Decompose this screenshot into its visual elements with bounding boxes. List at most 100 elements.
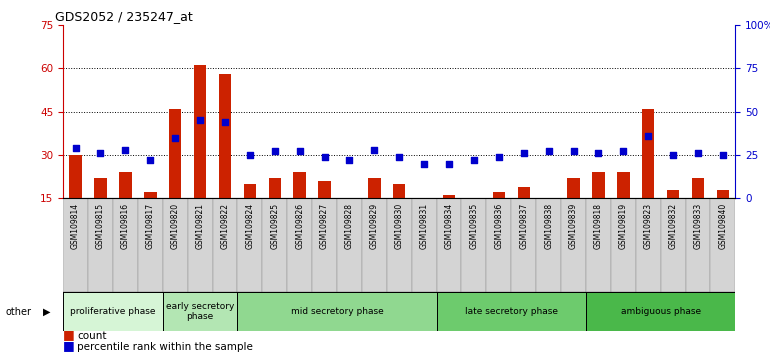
Bar [617,172,630,242]
Bar [237,292,437,331]
Bar [717,190,729,242]
Text: percentile rank within the sample: percentile rank within the sample [77,342,253,352]
Text: GSM109816: GSM109816 [121,203,130,249]
Point [368,147,380,153]
Point [219,119,231,125]
Text: GSM109821: GSM109821 [196,203,205,249]
Text: GSM109826: GSM109826 [295,203,304,249]
Bar [636,198,661,292]
Text: other: other [5,307,32,316]
Text: GSM109830: GSM109830 [395,203,403,249]
Bar [461,198,487,292]
Text: GSM109831: GSM109831 [420,203,429,249]
Bar [269,178,281,242]
Text: GSM109817: GSM109817 [146,203,155,249]
Text: ■: ■ [63,339,75,352]
Bar [287,198,312,292]
Text: ambiguous phase: ambiguous phase [621,307,701,316]
Bar [293,172,306,242]
Bar [443,195,455,242]
Bar [368,178,380,242]
Point [293,149,306,154]
Point [144,157,156,163]
Text: GSM109834: GSM109834 [444,203,454,249]
Text: late secretory phase: late secretory phase [465,307,557,316]
Bar [144,193,156,242]
Bar [511,198,536,292]
Text: GSM109814: GSM109814 [71,203,80,249]
Bar [642,109,654,242]
Point [542,149,554,154]
Bar [63,292,162,331]
Text: GSM109839: GSM109839 [569,203,578,249]
Bar [393,184,406,242]
Point [194,118,206,123]
Bar [542,198,555,242]
Bar [467,201,480,242]
Text: GSM109820: GSM109820 [171,203,179,249]
Bar [517,187,530,242]
Text: ■: ■ [63,327,75,341]
Bar [412,198,437,292]
Text: GSM109836: GSM109836 [494,203,504,249]
Text: GSM109827: GSM109827 [320,203,329,249]
Point [69,145,82,151]
Bar [318,181,331,242]
Bar [312,198,337,292]
Point [692,150,705,156]
Bar [94,178,107,242]
Text: GSM109822: GSM109822 [220,203,229,249]
Bar [661,198,685,292]
Bar [243,184,256,242]
Bar [667,190,679,242]
Bar [418,207,430,242]
Point [592,150,604,156]
Bar [586,292,735,331]
Text: GSM109835: GSM109835 [470,203,478,249]
Text: GSM109824: GSM109824 [246,203,254,249]
Text: GSM109829: GSM109829 [370,203,379,249]
Bar [63,198,88,292]
Text: count: count [77,331,106,341]
Bar [487,198,511,292]
Bar [493,193,505,242]
Point [243,152,256,158]
Bar [188,198,213,292]
Bar [611,198,636,292]
Text: GSM109818: GSM109818 [594,203,603,249]
Point [119,147,132,153]
Bar [169,109,182,242]
Text: GSM109833: GSM109833 [694,203,702,249]
Bar [337,198,362,292]
Text: GSM109819: GSM109819 [619,203,628,249]
Point [169,135,182,140]
Bar [362,198,387,292]
Text: GSM109832: GSM109832 [668,203,678,249]
Text: mid secretory phase: mid secretory phase [290,307,383,316]
Point [393,154,405,159]
Bar [162,198,188,292]
Point [717,152,729,158]
Bar [263,198,287,292]
Point [493,154,505,159]
Bar [536,198,561,292]
Bar [194,65,206,242]
Bar [685,198,711,292]
Bar [691,178,705,242]
Point [618,149,630,154]
Bar [711,198,735,292]
Text: GSM109823: GSM109823 [644,203,653,249]
Bar [586,198,611,292]
Text: GDS2052 / 235247_at: GDS2052 / 235247_at [55,10,193,23]
Point [517,150,530,156]
Bar [561,198,586,292]
Bar [437,198,461,292]
Point [468,157,480,163]
Bar [219,74,231,242]
Text: GSM109838: GSM109838 [544,203,553,249]
Point [319,154,331,159]
Bar [213,198,237,292]
Text: early secretory
phase: early secretory phase [166,302,234,321]
Point [269,149,281,154]
Point [94,150,106,156]
